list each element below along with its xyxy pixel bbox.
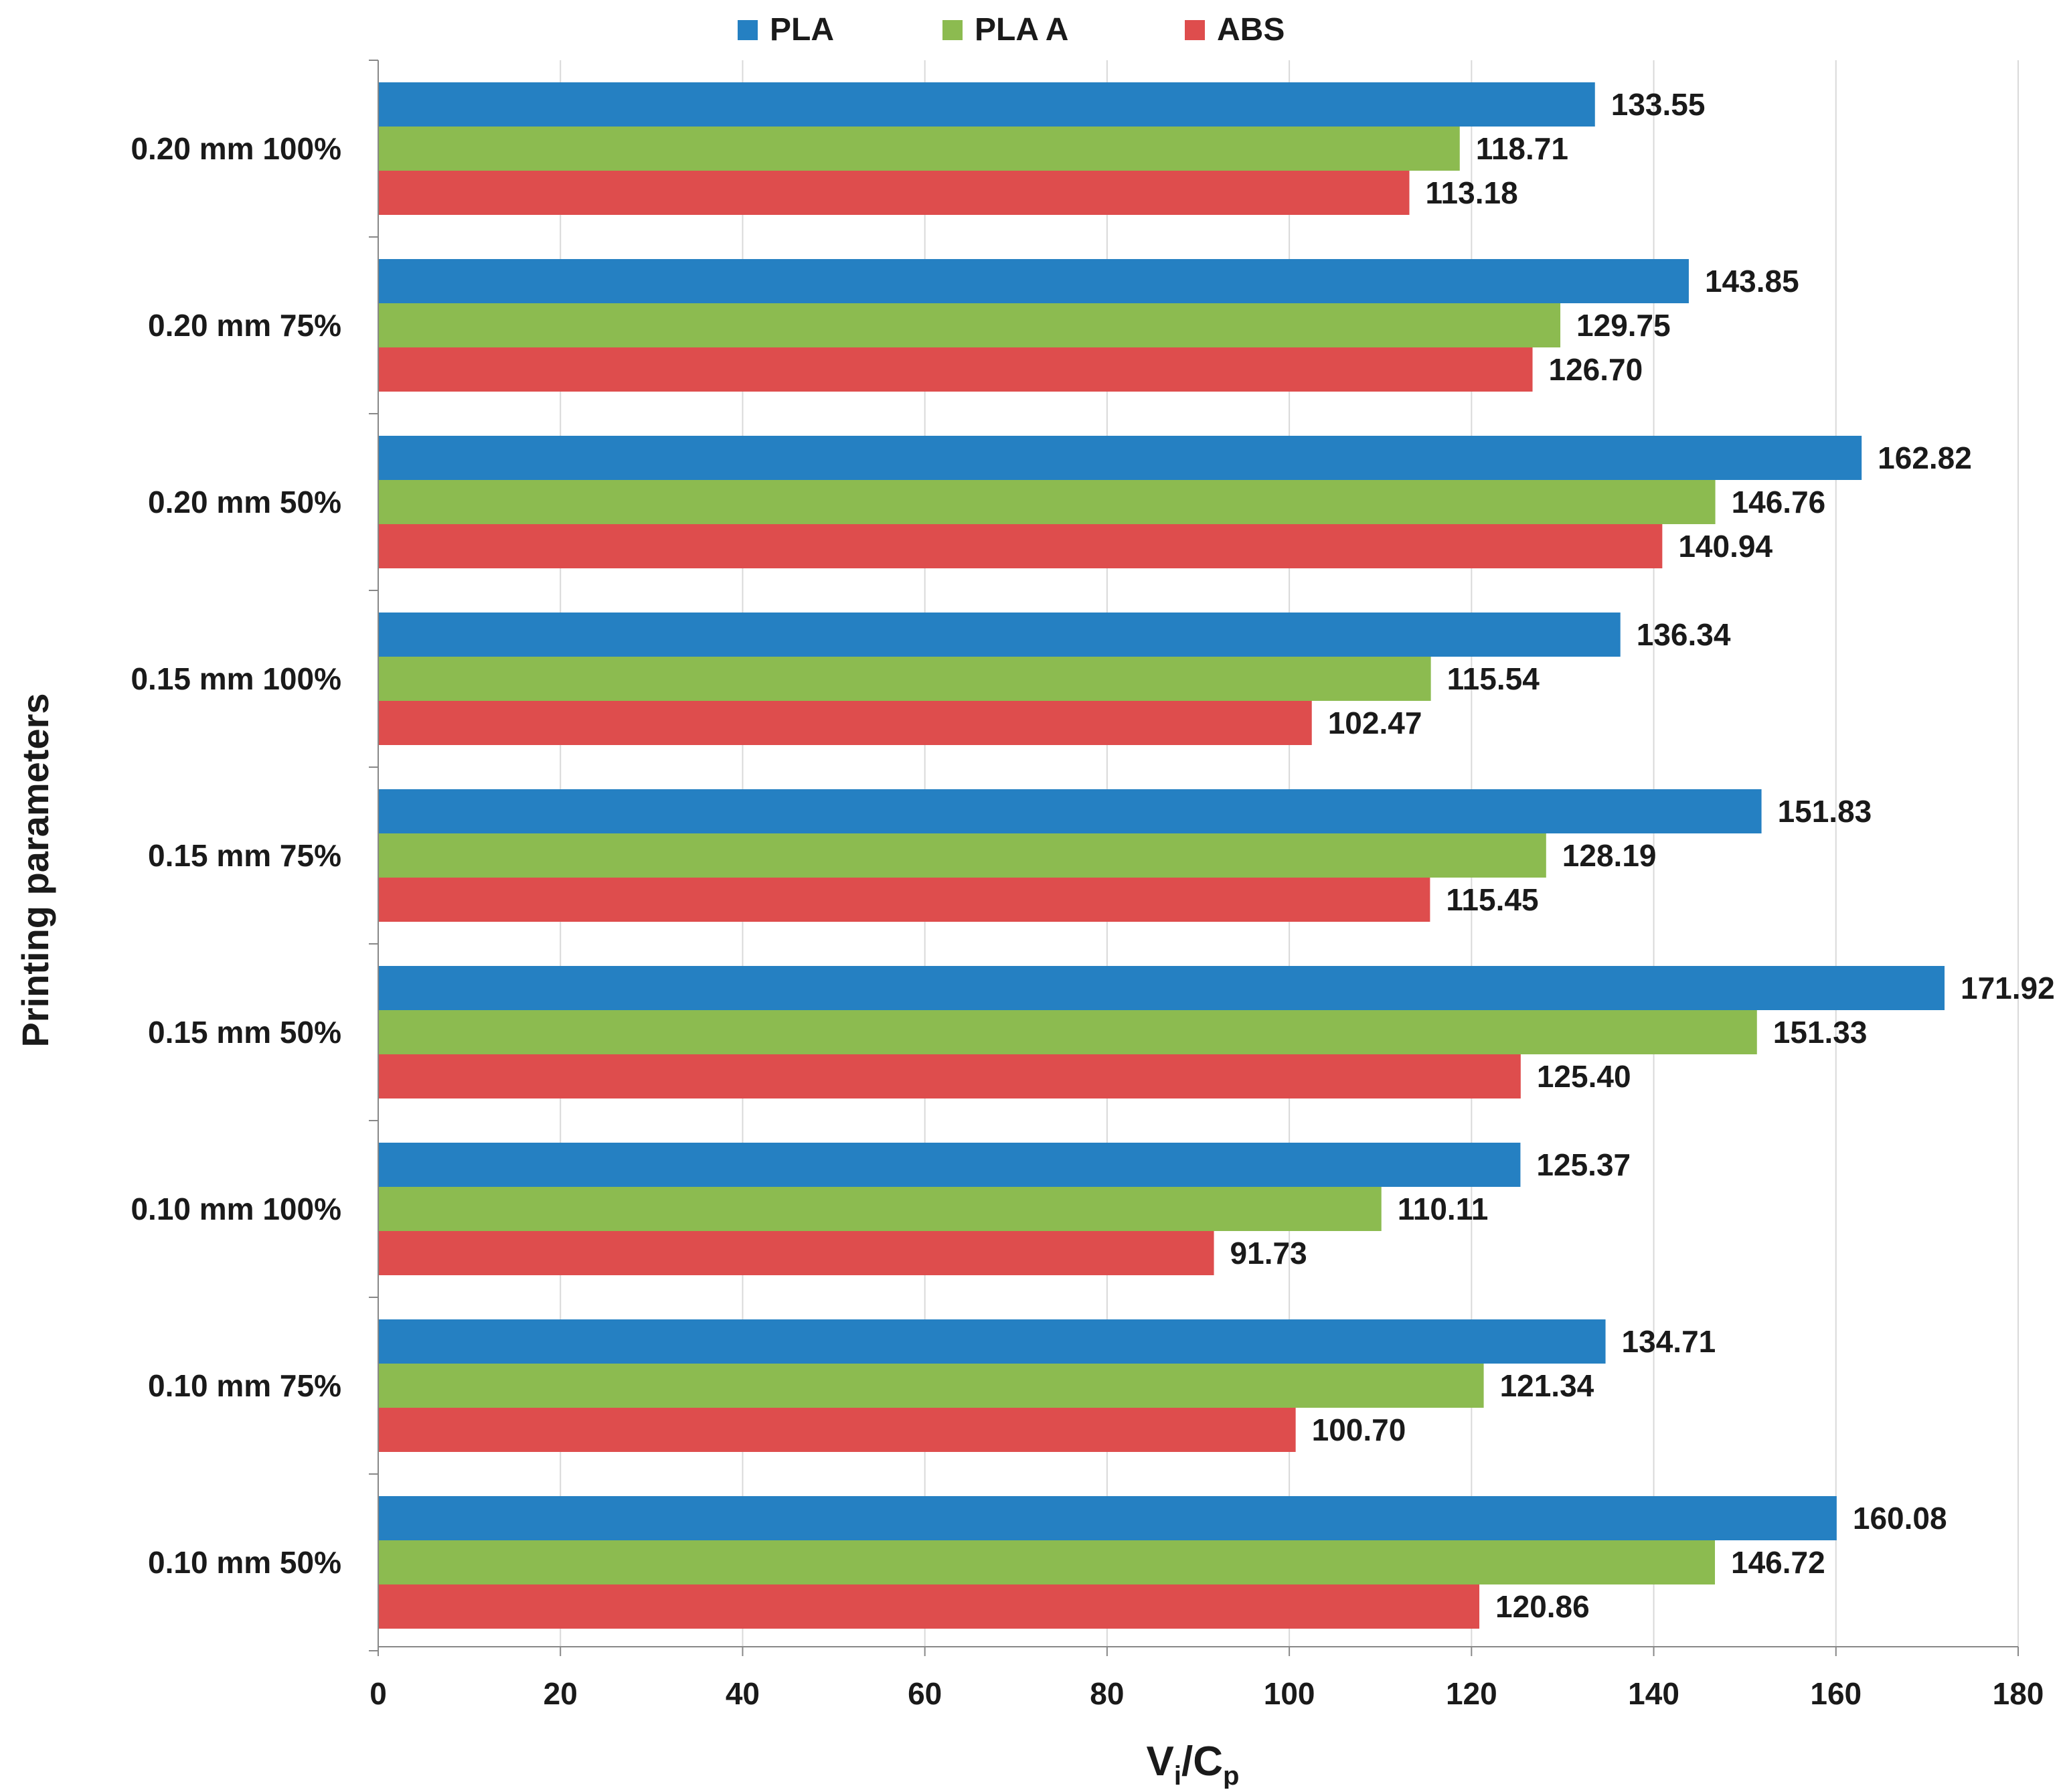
bar-abs — [378, 1408, 1296, 1452]
bar-abs — [378, 878, 1430, 922]
category-labels: 0.20 mm 100% 0.20 mm 75% 0.20 mm 50% 0.15 m… — [131, 131, 341, 1580]
data-label: 160.08 — [1853, 1501, 1947, 1536]
data-label: 126.70 — [1549, 352, 1643, 387]
bar-abs — [378, 171, 1410, 215]
bar-abs — [378, 524, 1663, 568]
bars — [378, 82, 1945, 1629]
bar-pla-a — [378, 1540, 1716, 1584]
bar-pla-a — [378, 833, 1546, 878]
data-label: 115.54 — [1447, 661, 1540, 696]
data-label: 125.37 — [1536, 1147, 1631, 1182]
data-label: 100.70 — [1312, 1412, 1406, 1447]
y-axis-title: Printing parameters — [14, 693, 56, 1047]
bar-abs — [378, 701, 1312, 745]
bar-pla-a — [378, 1187, 1382, 1231]
data-label: 162.82 — [1878, 440, 1972, 475]
bar-pla — [378, 259, 1689, 303]
data-label: 151.83 — [1778, 794, 1872, 829]
bar-abs — [378, 1584, 1480, 1629]
bar-abs — [378, 347, 1533, 392]
x-tick-label: 100 — [1264, 1676, 1315, 1711]
x-tick-label: 40 — [726, 1676, 760, 1711]
data-label: 171.92 — [1961, 971, 2055, 1005]
legend-swatch[interactable] — [1185, 20, 1205, 40]
data-label: 120.86 — [1495, 1589, 1590, 1624]
data-label: 151.33 — [1773, 1015, 1868, 1050]
x-tick-label: 180 — [1993, 1676, 2044, 1711]
data-label: 91.73 — [1230, 1236, 1307, 1271]
bar-pla — [378, 1143, 1521, 1187]
bar-pla-a — [378, 480, 1716, 524]
x-tick-label: 20 — [544, 1676, 578, 1711]
legend-swatch[interactable] — [738, 20, 758, 40]
data-label: 129.75 — [1576, 308, 1671, 343]
x-axis-title-sub2: p — [1223, 1761, 1239, 1789]
bar-pla — [378, 436, 1862, 480]
data-label: 121.34 — [1500, 1368, 1594, 1403]
data-label: 110.11 — [1398, 1192, 1489, 1226]
x-tick-label: 120 — [1446, 1676, 1497, 1711]
data-label: 134.71 — [1622, 1324, 1716, 1359]
category-label: 0.10 mm 100% — [131, 1192, 341, 1226]
x-axis-title-main: V — [1147, 1738, 1174, 1785]
bar-pla — [378, 1319, 1606, 1364]
data-label: 140.94 — [1678, 529, 1773, 564]
bar-pla — [378, 789, 1762, 833]
axes — [369, 60, 2019, 1656]
category-label: 0.20 mm 100% — [131, 131, 341, 166]
data-label: 128.19 — [1562, 838, 1657, 873]
data-label: 118.71 — [1476, 131, 1568, 166]
data-label: 143.85 — [1705, 264, 1799, 299]
bar-abs — [378, 1054, 1521, 1098]
bar-pla-a — [378, 1010, 1757, 1054]
bar-pla — [378, 613, 1621, 657]
x-tick-label: 60 — [908, 1676, 942, 1711]
data-label: 133.55 — [1611, 87, 1706, 122]
legend-label[interactable]: PLA A — [975, 12, 1068, 48]
x-axis-title: Vi/Cp — [1147, 1738, 1240, 1789]
data-labels: 133.55 118.71 113.18 143.85 129.75 126.70 162.… — [1230, 87, 2055, 1624]
x-axis-title-sep: /C — [1181, 1738, 1223, 1785]
data-label: 113.18 — [1426, 175, 1518, 210]
category-label: 0.20 mm 75% — [148, 308, 341, 343]
bar-pla-a — [378, 1364, 1484, 1408]
bar-pla-a — [378, 657, 1431, 701]
category-label: 0.15 mm 50% — [148, 1015, 341, 1050]
x-tick-label: 80 — [1090, 1676, 1124, 1711]
category-label: 0.20 mm 50% — [148, 485, 341, 519]
bar-pla — [378, 82, 1595, 127]
tick-labels: 0 20 40 60 80 100 120 140 160 180 — [369, 1676, 2044, 1711]
x-tick-label: 160 — [1810, 1676, 1862, 1711]
bar-pla — [378, 1496, 1837, 1540]
data-label: 136.34 — [1637, 617, 1731, 652]
bar-pla — [378, 966, 1945, 1010]
bar-pla-a — [378, 127, 1460, 171]
data-label: 125.40 — [1537, 1059, 1631, 1094]
data-label: 146.76 — [1732, 485, 1826, 519]
x-axis-title-sub1: i — [1174, 1761, 1181, 1789]
category-label: 0.15 mm 75% — [148, 838, 341, 873]
bar-abs — [378, 1231, 1214, 1275]
bar-pla-a — [378, 303, 1561, 347]
legend-swatch[interactable] — [942, 20, 963, 40]
legend-label[interactable]: ABS — [1217, 12, 1285, 48]
data-label: 146.72 — [1731, 1545, 1825, 1580]
x-tick-label: 140 — [1628, 1676, 1679, 1711]
data-label: 102.47 — [1328, 706, 1422, 740]
data-label: 115.45 — [1446, 882, 1538, 917]
legend[interactable]: PLA PLA A ABS — [738, 12, 1285, 48]
category-label: 0.15 mm 100% — [131, 661, 341, 696]
category-label: 0.10 mm 75% — [148, 1368, 341, 1403]
category-label: 0.10 mm 50% — [148, 1545, 341, 1580]
x-tick-label: 0 — [369, 1676, 387, 1711]
legend-label[interactable]: PLA — [770, 12, 834, 48]
